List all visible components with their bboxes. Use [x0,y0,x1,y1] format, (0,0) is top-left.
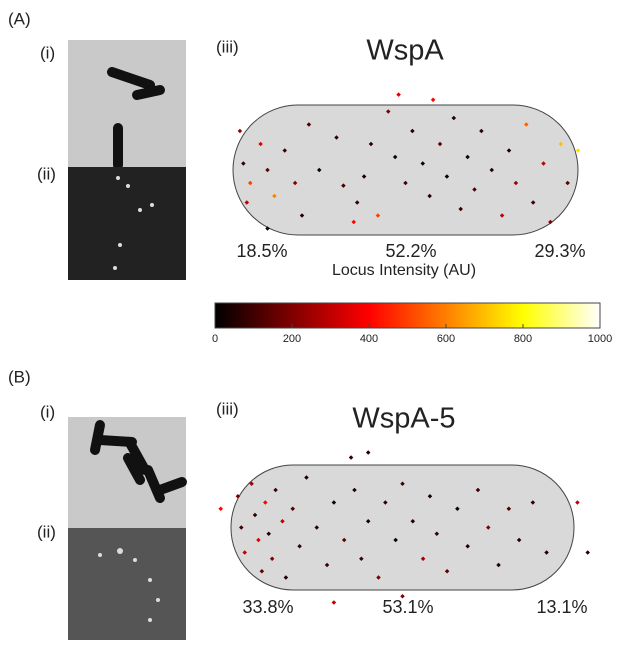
colorbar-label: Locus Intensity (AU) [332,262,476,279]
locus [455,506,460,512]
locus [283,575,289,580]
panel-title: WspA-5 [352,403,455,435]
locus [237,128,243,134]
locus [290,506,296,512]
cell-rod [132,85,165,100]
locus [585,550,590,555]
locus [314,525,320,530]
locus [348,455,354,460]
cell-outline [230,464,575,591]
locus [516,537,522,543]
sub-label: (i) [40,43,55,62]
locus [475,487,481,493]
locus [465,543,470,549]
locus [235,493,241,499]
locus [396,92,401,97]
phase-image [68,40,186,167]
locus [259,568,265,574]
panel-label: (B) [8,367,31,386]
locus [352,487,357,493]
locus [359,556,364,562]
locus [383,500,388,505]
locus [410,518,416,524]
locus [273,487,278,493]
locus [400,481,405,487]
locus [575,500,580,505]
percent: 29.3% [534,241,585,261]
locus [485,525,491,530]
sub-label: (iii) [216,399,239,418]
locus [427,493,433,499]
locus [430,97,436,103]
percent: 13.1% [536,597,587,617]
colorbar-tick-label: 200 [283,333,301,345]
locus [530,500,536,505]
locus [400,593,405,599]
locus [297,543,302,549]
locus [256,537,261,543]
percent: 18.5% [236,241,287,261]
locus [324,562,330,568]
locus [496,562,501,568]
colorbar-tick-label: 0 [212,333,218,345]
locus [331,500,337,505]
panel-title: WspA [366,35,444,67]
percent: 52.2% [385,241,436,261]
sub-label: (i) [40,402,55,421]
locus [451,115,457,121]
sub-label: (ii) [37,522,56,541]
fluorescence-image [68,528,186,640]
locus [365,518,371,524]
phase-image [68,417,186,528]
locus [506,506,512,512]
fluorescence-image [68,167,186,280]
percent: 33.8% [242,597,293,617]
locus [269,556,275,562]
colorbar-tick-label: 1000 [588,333,612,345]
locus [365,450,371,455]
locus [376,575,381,580]
cell-rods [90,420,187,503]
locus [263,500,268,505]
locus [393,537,398,543]
sub-label: (iii) [216,37,239,56]
locus [420,556,426,562]
locus [304,475,309,480]
locus [280,518,285,524]
locus [218,506,223,512]
sub-label: (ii) [37,164,56,183]
locus [434,531,440,537]
locus [252,512,258,518]
colorbar [214,302,601,329]
colorbar-tick-label: 600 [437,333,455,345]
locus [544,550,549,555]
cell-outline [232,104,579,236]
cell-rod [107,67,155,90]
locus [575,148,581,153]
fluorescent-spots [98,548,160,622]
locus [249,481,254,487]
locus [444,568,450,574]
locus [266,531,271,537]
locus [331,600,337,605]
colorbar-tick-label: 800 [514,333,532,345]
fluorescent-spots [113,176,154,270]
panel-label: (A) [8,9,31,28]
colorbar-tick-label: 400 [360,333,378,345]
percent: 53.1% [382,597,433,617]
locus [341,537,347,543]
